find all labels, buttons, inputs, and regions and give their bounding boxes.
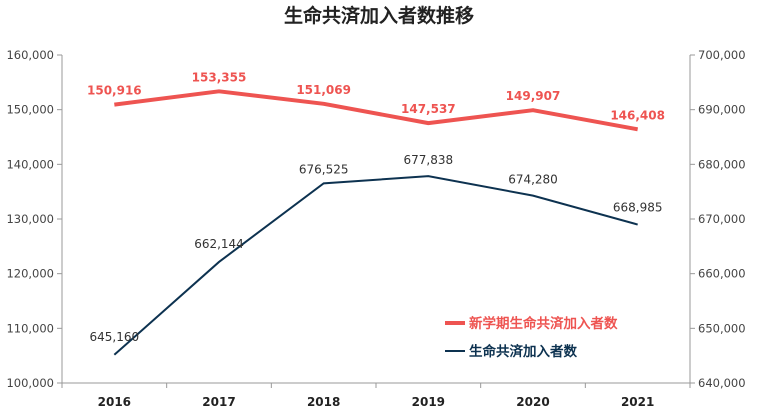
y-left-tick-label: 150,000 <box>6 103 54 117</box>
y-right-tick-label: 670,000 <box>698 212 746 226</box>
data-label-red: 146,408 <box>610 108 665 122</box>
x-tick-label: 2018 <box>307 395 340 409</box>
y-right-tick-label: 660,000 <box>698 267 746 281</box>
series-layer: 645,160 662,144 676,525 677,838 674,280 668,9… <box>87 70 665 356</box>
data-label-red: 149,907 <box>506 89 561 103</box>
data-label-navy: 677,838 <box>404 153 454 167</box>
series-line-red <box>114 89 639 132</box>
y-right-tick-label: 680,000 <box>698 157 746 171</box>
data-label-navy: 662,144 <box>194 237 244 251</box>
axes: 100,000 110,000 120,000 130,000 140,000 150,0… <box>6 48 745 409</box>
y-right-tick-label: 690,000 <box>698 103 746 117</box>
y-left-tick-label: 110,000 <box>6 321 54 335</box>
data-label-red: 153,355 <box>192 70 247 84</box>
data-label-navy: 645,160 <box>90 330 140 344</box>
data-label-navy: 676,525 <box>299 162 349 176</box>
series-line-navy <box>113 175 638 356</box>
data-label-navy: 674,280 <box>508 173 558 187</box>
legend-label-navy: 生命共済加入者数 <box>469 343 577 360</box>
data-label-navy: 668,985 <box>613 201 663 215</box>
x-tick-label: 2016 <box>98 395 131 409</box>
y-left-tick-label: 140,000 <box>6 157 54 171</box>
x-tick-label: 2017 <box>202 395 235 409</box>
x-tick-label: 2021 <box>621 395 654 409</box>
y-left-tick-label: 130,000 <box>6 212 54 226</box>
chart-title: 生命共済加入者数推移 <box>284 4 474 27</box>
data-label-red: 147,537 <box>401 102 456 116</box>
x-tick-label: 2019 <box>412 395 445 409</box>
y-right-tick-label: 640,000 <box>698 376 746 390</box>
y-left-tick-label: 100,000 <box>6 376 54 390</box>
data-label-red: 151,069 <box>296 83 351 97</box>
legend-label-red: 新学期生命共済加入者数 <box>469 315 618 332</box>
y-right-tick-label: 700,000 <box>698 48 746 62</box>
x-tick-label: 2020 <box>516 395 549 409</box>
data-label-red: 150,916 <box>87 84 142 98</box>
y-left-tick-label: 160,000 <box>6 48 54 62</box>
y-right-tick-label: 650,000 <box>698 321 746 335</box>
y-left-tick-label: 120,000 <box>6 267 54 281</box>
